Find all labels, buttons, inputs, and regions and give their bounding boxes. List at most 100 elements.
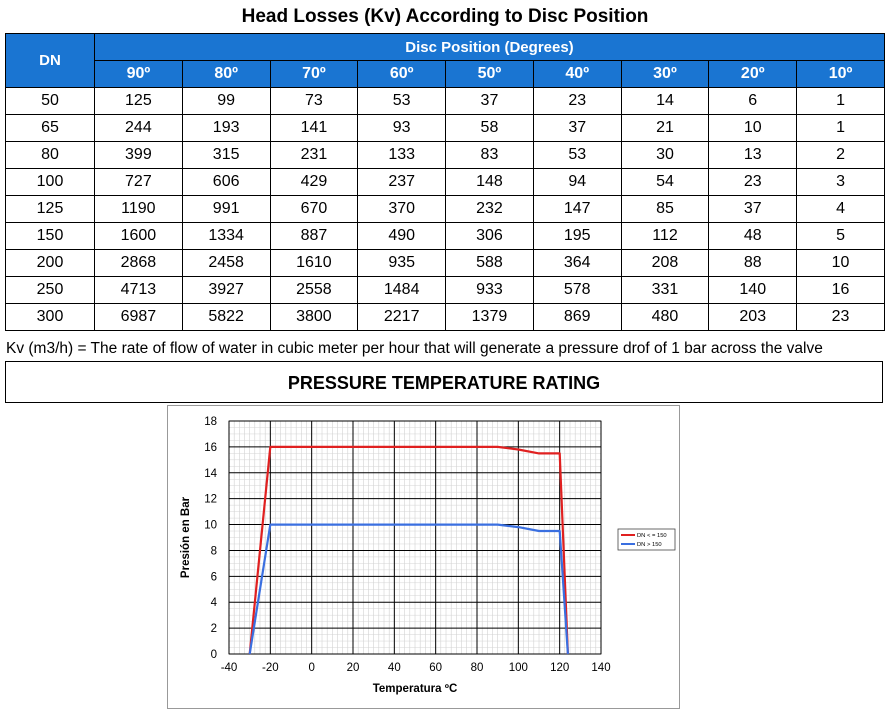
kv-cell: 23 bbox=[796, 303, 885, 331]
kv-cell: 141 bbox=[269, 114, 359, 142]
kv-cell: 3800 bbox=[269, 303, 359, 331]
kv-cell: 1190 bbox=[94, 195, 183, 223]
head-loss-table: DN Disc Position (Degrees) 90º 80º 70º 60º 5… bbox=[5, 33, 885, 331]
kv-cell: 147 bbox=[532, 195, 622, 223]
kv-cell: 3927 bbox=[181, 276, 271, 304]
legend-label: DN < = 150 bbox=[637, 533, 667, 539]
y-tick-label: 12 bbox=[204, 494, 217, 506]
dn-cell: 300 bbox=[5, 303, 95, 331]
table-body: 50 125 99 73 53 37 23 14 6 1 65 244 193 141 93 58 37 21 10… bbox=[5, 87, 885, 331]
kv-cell: 53 bbox=[357, 87, 447, 115]
kv-cell: 364 bbox=[532, 249, 622, 277]
kv-cell: 1379 bbox=[445, 303, 534, 331]
kv-cell: 112 bbox=[620, 222, 710, 250]
x-tick-label: 120 bbox=[550, 662, 569, 674]
kv-cell: 2558 bbox=[269, 276, 359, 304]
x-axis-label: Temperatura ºC bbox=[373, 683, 458, 695]
kv-cell: 1484 bbox=[357, 276, 447, 304]
kv-cell: 30 bbox=[620, 141, 710, 169]
dn-cell: 200 bbox=[5, 249, 95, 277]
kv-cell: 935 bbox=[357, 249, 447, 277]
y-tick-label: 18 bbox=[204, 416, 217, 428]
page-title: Head Losses (Kv) According to Disc Posit… bbox=[241, 6, 649, 27]
y-tick-label: 8 bbox=[211, 545, 217, 557]
column-header: 10º bbox=[796, 60, 885, 88]
section-title: PRESSURE TEMPERATURE RATING bbox=[5, 361, 883, 403]
kv-cell: 4 bbox=[796, 195, 885, 223]
kv-cell: 490 bbox=[357, 222, 447, 250]
kv-cell: 2868 bbox=[94, 249, 183, 277]
dn-cell: 250 bbox=[5, 276, 95, 304]
column-header: 80º bbox=[181, 60, 271, 88]
kv-cell: 5822 bbox=[181, 303, 271, 331]
x-tick-label: -20 bbox=[262, 662, 279, 674]
kv-note: Kv (m3/h) = The rate of flow of water in… bbox=[6, 340, 823, 357]
kv-cell: 399 bbox=[94, 141, 183, 169]
x-tick-label: 0 bbox=[308, 662, 314, 674]
kv-cell: 93 bbox=[357, 114, 447, 142]
kv-cell: 727 bbox=[94, 168, 183, 196]
dn-cell: 50 bbox=[5, 87, 95, 115]
kv-cell: 578 bbox=[532, 276, 622, 304]
table-row: 125 1190 991 670 370 232 147 85 37 4 bbox=[5, 195, 885, 223]
dn-cell: 80 bbox=[5, 141, 95, 169]
kv-cell: 1 bbox=[796, 114, 885, 142]
column-header: 90º bbox=[94, 60, 183, 88]
column-header: 40º bbox=[532, 60, 622, 88]
kv-cell: 1 bbox=[796, 87, 885, 115]
y-tick-label: 6 bbox=[211, 571, 217, 583]
column-header: 50º bbox=[445, 60, 534, 88]
table-row: 100 727 606 429 237 148 94 54 23 3 bbox=[5, 168, 885, 196]
kv-cell: 231 bbox=[269, 141, 359, 169]
y-tick-label: 10 bbox=[204, 520, 217, 532]
x-tick-label: 80 bbox=[471, 662, 484, 674]
column-header: 30º bbox=[620, 60, 710, 88]
kv-cell: 480 bbox=[620, 303, 710, 331]
kv-cell: 10 bbox=[796, 249, 885, 277]
column-header: 70º bbox=[269, 60, 359, 88]
y-tick-label: 2 bbox=[211, 623, 217, 635]
kv-cell: 315 bbox=[181, 141, 271, 169]
kv-cell: 933 bbox=[445, 276, 534, 304]
kv-cell: 54 bbox=[620, 168, 710, 196]
kv-cell: 6987 bbox=[94, 303, 183, 331]
kv-cell: 99 bbox=[181, 87, 271, 115]
kv-cell: 6 bbox=[708, 87, 798, 115]
kv-cell: 10 bbox=[708, 114, 798, 142]
x-tick-label: 40 bbox=[388, 662, 401, 674]
dn-cell: 100 bbox=[5, 168, 95, 196]
kv-cell: 2 bbox=[796, 141, 885, 169]
kv-cell: 237 bbox=[357, 168, 447, 196]
table-row: 200 2868 2458 1610 935 588 364 208 88 10 bbox=[5, 249, 885, 277]
kv-cell: 14 bbox=[620, 87, 710, 115]
kv-cell: 85 bbox=[620, 195, 710, 223]
kv-cell: 588 bbox=[445, 249, 534, 277]
kv-cell: 1334 bbox=[181, 222, 271, 250]
kv-cell: 1600 bbox=[94, 222, 183, 250]
kv-cell: 53 bbox=[532, 141, 622, 169]
table-row: 250 4713 3927 2558 1484 933 578 331 140 16 bbox=[5, 276, 885, 304]
kv-cell: 208 bbox=[620, 249, 710, 277]
kv-cell: 991 bbox=[181, 195, 271, 223]
kv-cell: 244 bbox=[94, 114, 183, 142]
kv-cell: 606 bbox=[181, 168, 271, 196]
disc-position-header: Disc Position (Degrees) bbox=[94, 33, 885, 61]
kv-cell: 133 bbox=[357, 141, 447, 169]
kv-cell: 869 bbox=[532, 303, 622, 331]
dn-cell: 65 bbox=[5, 114, 95, 142]
table-row: 150 1600 1334 887 490 306 195 112 48 5 bbox=[5, 222, 885, 250]
kv-cell: 3 bbox=[796, 168, 885, 196]
kv-cell: 331 bbox=[620, 276, 710, 304]
kv-cell: 58 bbox=[445, 114, 534, 142]
table-row: 65 244 193 141 93 58 37 21 10 1 bbox=[5, 114, 885, 142]
column-header-row: 90º 80º 70º 60º 50º 40º 30º 20º 10º bbox=[6, 60, 885, 88]
chart-svg: -40 -20 0 20 40 60 80 100 120 140 0 2 4 6 8 10 12 14 16 18 T… bbox=[180, 416, 676, 695]
y-axis-label: Presión en Bar bbox=[180, 496, 192, 578]
x-tick-label: 100 bbox=[509, 662, 528, 674]
kv-cell: 48 bbox=[708, 222, 798, 250]
dn-cell: 150 bbox=[5, 222, 95, 250]
kv-cell: 83 bbox=[445, 141, 534, 169]
table-row: 50 125 99 73 53 37 23 14 6 1 bbox=[5, 87, 885, 115]
kv-cell: 4713 bbox=[94, 276, 183, 304]
y-tick-label: 16 bbox=[204, 442, 217, 454]
